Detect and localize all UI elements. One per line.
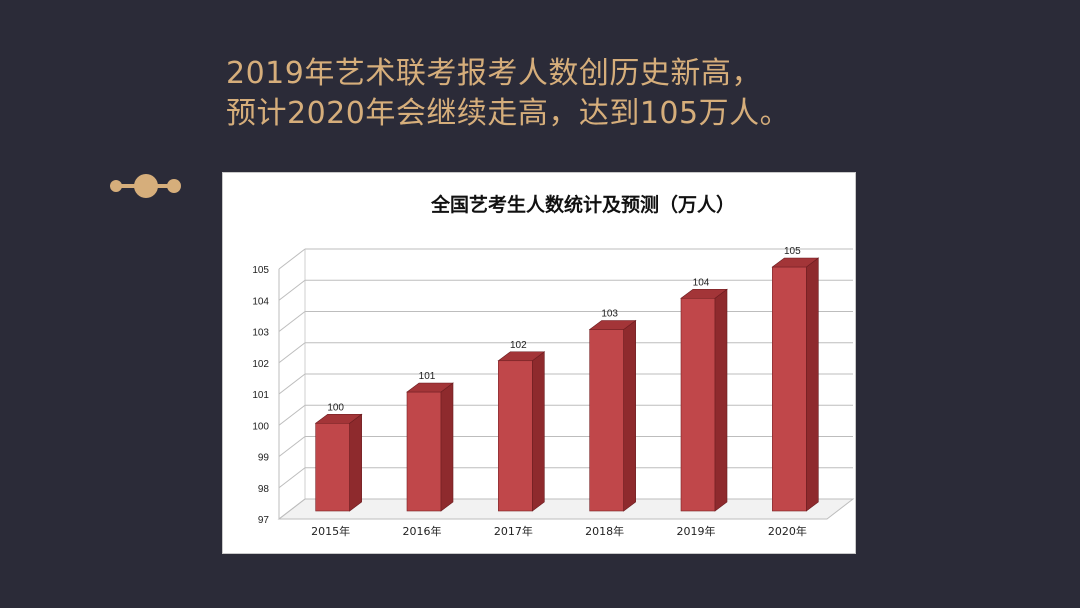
bar-chart: 全国艺考生人数统计及预测（万人） 97989910010110210310410… — [252, 193, 855, 538]
x-tick-label: 2017年 — [494, 524, 533, 538]
headline: 2019年艺术联考报考人数创历史新高， 预计2020年会继续走高，达到105万人… — [226, 54, 790, 134]
bar-side — [623, 319, 636, 512]
headline-line-1: 2019年艺术联考报考人数创历史新高， — [226, 56, 762, 91]
bar-side — [806, 257, 819, 512]
y-tick-label: 100 — [252, 421, 269, 432]
grid — [277, 248, 855, 520]
y-tick-label: 101 — [252, 390, 269, 401]
bar: 105 — [771, 246, 820, 512]
gridline-side — [278, 373, 306, 395]
x-axis: 2015年 2016年 2017年 2018年 2019年 2020年 — [311, 524, 807, 538]
bar-top — [314, 413, 363, 424]
data-label: 104 — [693, 277, 710, 288]
gridline-side — [278, 311, 306, 332]
y-tick-label: 104 — [252, 296, 269, 307]
bar-front — [406, 391, 442, 512]
y-tick-label: 99 — [258, 453, 270, 464]
bar-front — [589, 329, 624, 512]
data-label: 103 — [601, 309, 618, 320]
y-tick-label: 105 — [252, 265, 269, 276]
x-tick-label: 2016年 — [403, 524, 442, 538]
headline-line-2: 预计2020年会继续走高，达到105万人。 — [226, 96, 791, 131]
chart-title: 全国艺考生人数统计及预测（万人） — [430, 193, 735, 216]
bar-top — [406, 382, 454, 393]
chart-panel: 全国艺考生人数统计及预测（万人） 97 98 99 100 101 102 103 104 10… — [222, 172, 856, 554]
bar: 104 — [680, 277, 728, 512]
data-label: 102 — [510, 340, 527, 351]
chart-floor — [277, 498, 855, 520]
x-tick-label: 2019年 — [677, 524, 716, 538]
bar-front — [315, 422, 350, 512]
bar-front — [498, 360, 533, 512]
gridline-side — [278, 436, 306, 457]
gridline-side — [278, 467, 306, 489]
dots-connector-icon — [110, 174, 181, 198]
bar: 100 — [314, 402, 363, 512]
bar: 103 — [588, 309, 637, 512]
bar-side — [440, 382, 454, 512]
gridline-side — [278, 248, 306, 270]
gridline-side — [278, 404, 306, 426]
gridline-side — [278, 279, 306, 301]
bar-side — [714, 288, 728, 512]
x-tick-label: 2018年 — [585, 524, 624, 538]
bar-top — [497, 351, 546, 362]
bar: 102 — [497, 340, 546, 512]
bar-top — [680, 288, 728, 299]
y-tick-label: 103 — [252, 328, 269, 339]
bar-front — [680, 297, 716, 512]
bar-side — [349, 413, 362, 512]
bar: 101 — [406, 371, 454, 512]
y-axis: 97 98 99 100 101 102 103 104 105 — [252, 265, 269, 526]
data-label: 101 — [419, 371, 436, 382]
data-label: 100 — [327, 402, 344, 413]
y-tick-label: 97 — [258, 515, 270, 526]
bar-top — [771, 257, 820, 268]
x-tick-label: 2015年 — [311, 524, 350, 538]
gridline-side — [278, 498, 306, 520]
y-tick-label: 98 — [258, 484, 270, 495]
bar-top — [588, 320, 637, 330]
gridline-side — [278, 342, 306, 364]
bars: 100 101 102 103 104 105 — [314, 246, 820, 512]
y-tick-label: 102 — [252, 359, 269, 370]
data-label: 105 — [784, 246, 801, 257]
x-tick-label: 2020年 — [768, 524, 807, 538]
bar-front — [772, 266, 807, 512]
bar-side — [532, 351, 545, 512]
